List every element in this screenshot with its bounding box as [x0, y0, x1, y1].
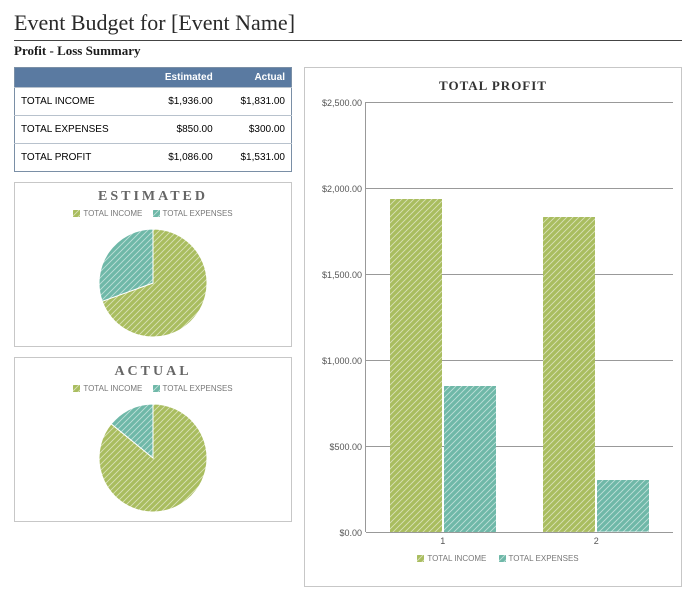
legend-label: TOTAL EXPENSES — [163, 384, 233, 393]
pie-panel-actual: ACTUAL TOTAL INCOME TOTAL EXPENSES — [14, 357, 292, 522]
legend-swatch-expenses-icon — [499, 555, 506, 562]
bar-chart-title: TOTAL PROFIT — [313, 78, 673, 94]
legend-swatch-expenses-icon — [153, 385, 160, 392]
bar-legend: TOTAL INCOME TOTAL EXPENSES — [313, 554, 673, 563]
legend-swatch-income-icon — [417, 555, 424, 562]
bar-income — [543, 217, 595, 532]
cell-estimated: $1,086.00 — [142, 144, 218, 172]
legend-swatch-income-icon — [73, 385, 80, 392]
cell-estimated: $850.00 — [142, 116, 218, 144]
page-title: Event Budget for [Event Name] — [14, 10, 682, 36]
pie-legend-actual: TOTAL INCOME TOTAL EXPENSES — [19, 384, 287, 393]
grid-line: $0.00 — [366, 532, 673, 533]
pie-legend-estimated: TOTAL INCOME TOTAL EXPENSES — [19, 209, 287, 218]
table-row: TOTAL INCOME $1,936.00 $1,831.00 — [15, 88, 292, 116]
bar-chart-panel: TOTAL PROFIT $0.00$500.00$1,000.00$1,500… — [304, 67, 682, 587]
bar-group: 2 — [520, 102, 674, 532]
bar-income — [390, 199, 442, 532]
col-actual: Actual — [219, 68, 292, 88]
pie-chart-actual — [94, 399, 212, 517]
row-label: TOTAL INCOME — [15, 88, 143, 116]
row-label: TOTAL EXPENSES — [15, 116, 143, 144]
legend-swatch-income-icon — [73, 210, 80, 217]
legend-swatch-expenses-icon — [153, 210, 160, 217]
title-rule — [14, 40, 682, 41]
row-label: TOTAL PROFIT — [15, 144, 143, 172]
cell-actual: $1,531.00 — [219, 144, 292, 172]
col-blank — [15, 68, 143, 88]
pie-title-actual: ACTUAL — [19, 364, 287, 380]
legend-label: TOTAL INCOME — [427, 554, 486, 563]
y-axis-label: $1,500.00 — [322, 270, 366, 280]
x-axis-label: 1 — [440, 532, 445, 546]
summary-table: Estimated Actual TOTAL INCOME $1,936.00 … — [14, 67, 292, 172]
pie-chart-estimated — [94, 224, 212, 342]
pie-title-estimated: ESTIMATED — [19, 189, 287, 205]
y-axis-label: $0.00 — [339, 528, 366, 538]
table-header-row: Estimated Actual — [15, 68, 292, 88]
col-estimated: Estimated — [142, 68, 218, 88]
y-axis-label: $2,500.00 — [322, 98, 366, 108]
bar-group: 1 — [366, 102, 520, 532]
cell-actual: $300.00 — [219, 116, 292, 144]
table-row: TOTAL EXPENSES $850.00 $300.00 — [15, 116, 292, 144]
legend-label: TOTAL EXPENSES — [163, 209, 233, 218]
table-row: TOTAL PROFIT $1,086.00 $1,531.00 — [15, 144, 292, 172]
bar-groups: 12 — [366, 102, 673, 532]
cell-estimated: $1,936.00 — [142, 88, 218, 116]
y-axis-label: $1,000.00 — [322, 356, 366, 366]
x-axis-label: 2 — [594, 532, 599, 546]
cell-actual: $1,831.00 — [219, 88, 292, 116]
bar-expenses — [444, 386, 496, 532]
legend-label: TOTAL INCOME — [83, 384, 142, 393]
bar-expenses — [597, 480, 649, 532]
y-axis-label: $500.00 — [329, 442, 366, 452]
bar-plot-area: $0.00$500.00$1,000.00$1,500.00$2,000.00$… — [365, 102, 673, 532]
page-subtitle: Profit - Loss Summary — [14, 43, 682, 59]
pie-panel-estimated: ESTIMATED TOTAL INCOME TOTAL EXPENSES — [14, 182, 292, 347]
legend-label: TOTAL EXPENSES — [509, 554, 579, 563]
legend-label: TOTAL INCOME — [83, 209, 142, 218]
y-axis-label: $2,000.00 — [322, 184, 366, 194]
